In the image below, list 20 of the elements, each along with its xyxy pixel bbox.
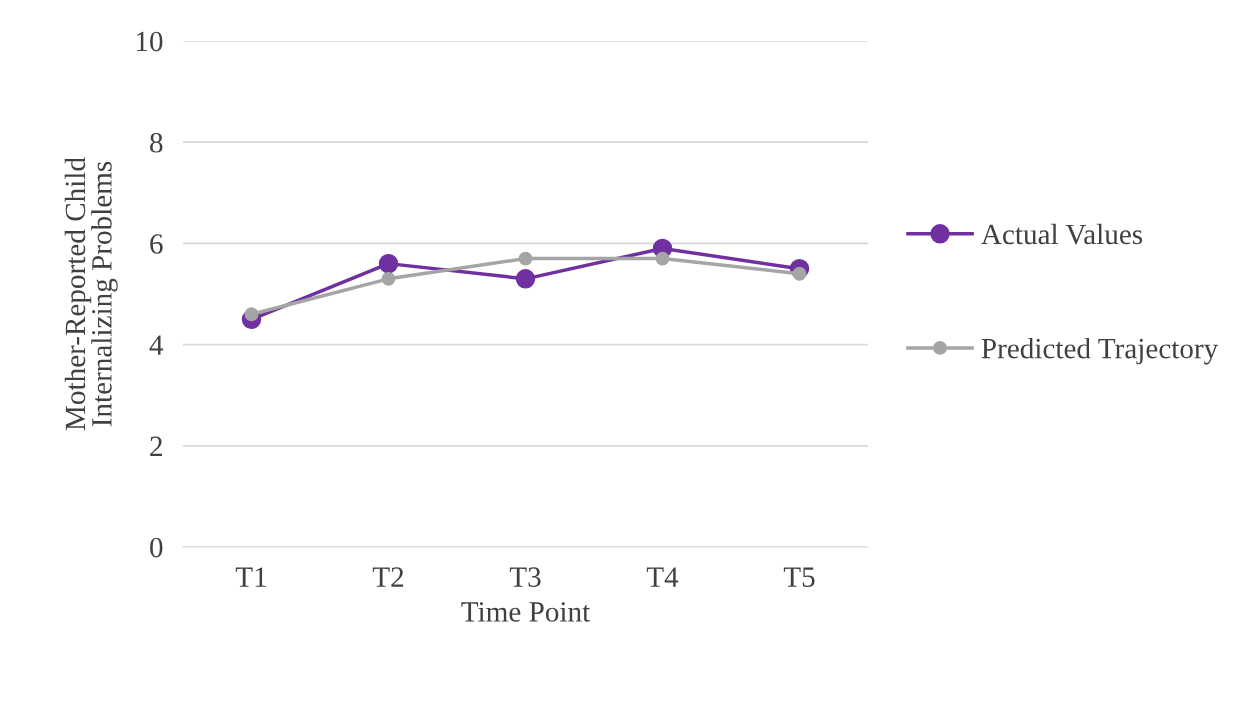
y-tick-label: 8 [150,132,163,153]
y-axis-title: Mother-Reported Child Internalizing Problems [64,157,118,431]
point [515,269,536,289]
x-tick-label: T1 [235,567,266,587]
x-axis-title: Time Point [461,602,591,622]
point [518,251,533,266]
point [655,251,670,266]
y-tick-label: 2 [150,436,162,456]
y-tick-label: 0 [150,537,163,558]
x-tick-label: T5 [783,567,815,587]
point [378,253,399,274]
legend-label: Actual Values [981,223,1143,245]
point [381,271,396,286]
legend-label: Predicted Trajectory [981,337,1219,365]
x-tick-label: T3 [509,567,541,587]
y-tick-label: 6 [150,234,163,254]
x-tick-label: T2 [372,567,404,587]
y-tick-label: 10 [136,31,163,52]
x-tick-label: T4 [646,567,679,587]
y-tick-label: 4 [149,335,164,355]
